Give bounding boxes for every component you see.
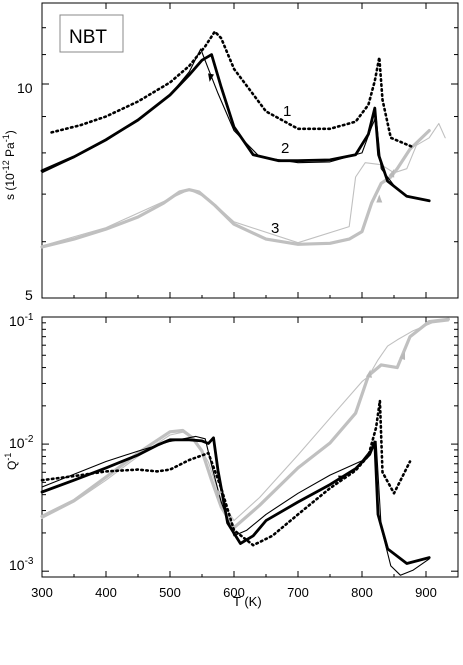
top-ticks (41, 3, 458, 299)
bottom-xtick-label: 600 (223, 585, 245, 600)
bottom-ytick-label-1e-1: 10-1 (9, 312, 34, 329)
bottom-arrow-3b-head (366, 369, 372, 378)
top-series-1 (50, 30, 415, 149)
label-box (59, 14, 124, 53)
bottom-xtick-label: 900 (415, 585, 437, 600)
bottom-ytick-label-1e-3: 10-3 (9, 556, 34, 573)
curve-label-1: 1 (283, 103, 291, 120)
top-ytick-label-10: 10 (17, 80, 33, 96)
top-plot-frame (41, 2, 459, 299)
bottom-xtick-label: 500 (159, 585, 181, 600)
top-arrow-3a (376, 194, 383, 203)
top-panel: NBT 1 2 3 s (10-12 Pa-1) 5 10 (1, 2, 459, 303)
bottom-arrow-2 (338, 475, 347, 482)
bottom-xtick-label: 300 (31, 585, 53, 600)
bottom-arrow-3c (399, 351, 406, 361)
label-box-text: NBT (69, 27, 107, 48)
top-series-3-thin (41, 122, 446, 247)
bottom-panel: Q-1 10-1 10-2 10-3 300 400 500 600 700 800 900… (3, 312, 459, 609)
bottom-arrow-3c-head (399, 351, 406, 361)
curve-label-3: 3 (271, 220, 279, 237)
bottom-xtick-label: 400 (95, 585, 117, 600)
bottom-arrow-3a (216, 489, 223, 499)
bottom-arrow-2-head (338, 475, 347, 482)
bottom-ytick-label-1e-2: 10-2 (9, 434, 34, 451)
top-arrow-2 (208, 73, 214, 82)
bottom-plot-frame (41, 316, 459, 578)
top-arrow-3b-head (388, 169, 395, 178)
top-series (40, 30, 446, 249)
bottom-series-2 (40, 436, 431, 565)
bottom-xtick-label: 700 (287, 585, 309, 600)
bottom-xlabel: T (K) (233, 594, 262, 609)
bottom-series (40, 317, 450, 576)
bottom-series-1 (40, 399, 412, 547)
bottom-series-3 (40, 317, 450, 530)
top-ylabel: s (10-12 Pa-1) (1, 130, 17, 200)
top-arrow-3a-head (376, 194, 383, 203)
bottom-xtick-labels: 300 400 500 600 700 800 900 (31, 585, 437, 600)
top-ytick-label-5: 5 (25, 287, 33, 303)
top-arrow-3b (388, 169, 395, 178)
bottom-ticks (41, 316, 458, 577)
top-arrow-2-head (208, 73, 214, 82)
bottom-series-3-thin (41, 320, 449, 522)
bottom-series-2-thin (41, 435, 430, 576)
bottom-arrow-3b (366, 369, 372, 378)
top-series-2-thin (41, 48, 395, 186)
bottom-arrow-3a-head (216, 489, 223, 499)
bottom-xtick-label: 800 (351, 585, 373, 600)
bottom-ylabel: Q-1 (3, 453, 19, 470)
curve-label-2: 2 (281, 140, 289, 157)
